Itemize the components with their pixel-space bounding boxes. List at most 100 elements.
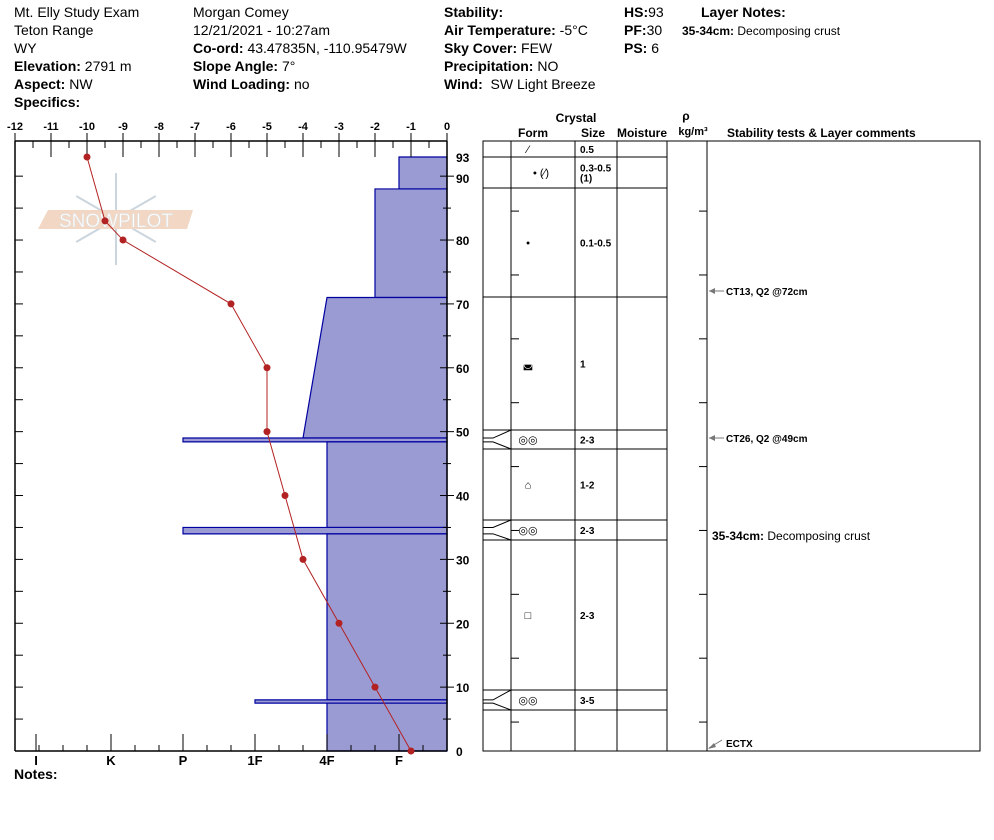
temperature-point bbox=[407, 747, 415, 755]
specifics: Specifics: bbox=[14, 94, 81, 110]
crystal-size: 0.5 bbox=[580, 145, 594, 156]
layer-connector bbox=[483, 519, 512, 528]
header-crystal: Crystal bbox=[556, 111, 597, 125]
pf: PF:30 bbox=[624, 22, 663, 38]
depth-tick-label: 70 bbox=[456, 298, 470, 312]
hardness-layer-1 bbox=[374, 188, 448, 299]
temperature-point bbox=[227, 300, 235, 308]
temp-tick-label: -12 bbox=[7, 121, 23, 133]
layer-connector bbox=[483, 441, 512, 450]
depth-tick-label: 90 bbox=[456, 172, 470, 186]
temperature-point bbox=[83, 153, 91, 161]
header-size: Size bbox=[581, 126, 605, 140]
crystal-size: 1-2 bbox=[580, 481, 595, 492]
hardness-tick-label: I bbox=[34, 753, 38, 768]
header-col1: Mt. Elly Study Exam Teton Range WY Eleva… bbox=[14, 3, 139, 111]
temp-tick-label: 0 bbox=[444, 121, 450, 133]
crystal-size: 2-3 bbox=[580, 436, 595, 447]
temperature-point bbox=[119, 236, 127, 244]
temperature-point bbox=[263, 428, 271, 436]
temperature-point bbox=[299, 555, 307, 563]
hardness-layer-0 bbox=[398, 156, 448, 190]
depth-tick-label: 50 bbox=[456, 426, 470, 440]
header-col2: Morgan Comey 12/21/2021 - 10:27am Co-ord… bbox=[193, 3, 407, 93]
slope-angle: Slope Angle: 7° bbox=[193, 58, 296, 74]
temp-tick-label: -6 bbox=[226, 121, 236, 133]
melt-freeze-icon: ◎◎ bbox=[518, 695, 537, 707]
layer-comment: 35-34cm: Decomposing crust bbox=[712, 529, 871, 543]
hardness-tick-label: 1F bbox=[247, 753, 262, 768]
state-name: WY bbox=[14, 40, 37, 56]
header-rho: ρ bbox=[682, 109, 689, 123]
depth-tick-label: 80 bbox=[456, 234, 470, 248]
melt-freeze-icon: ◎◎ bbox=[518, 435, 537, 447]
observer: Morgan Comey bbox=[193, 4, 289, 20]
stability: Stability: bbox=[444, 4, 504, 20]
arrow-head bbox=[708, 743, 716, 749]
temperature-point bbox=[335, 619, 343, 627]
crystal-size: 0.3-0.5 bbox=[580, 164, 612, 175]
datetime: 12/21/2021 - 10:27am bbox=[193, 22, 330, 38]
layer-connector bbox=[483, 533, 512, 541]
precipitation: Precipitation: NO bbox=[444, 58, 559, 74]
faceted-rounded-icon: ◛ bbox=[523, 359, 534, 371]
ps: PS: 6 bbox=[624, 40, 660, 56]
hs: HS:93 bbox=[624, 4, 664, 20]
rounded-grains-icon: • (⁄) bbox=[533, 168, 549, 180]
hardness-layer-4 bbox=[326, 441, 448, 529]
air-temperature: Air Temperature: -5°C bbox=[444, 22, 588, 38]
layer-connector bbox=[483, 429, 512, 439]
header-density: kg/m³ bbox=[678, 126, 708, 138]
temp-tick-label: -10 bbox=[79, 121, 95, 133]
decomposing-fragments-icon: ⁄ bbox=[524, 144, 531, 156]
hardness-layer-5 bbox=[182, 526, 448, 535]
temp-tick-label: -4 bbox=[298, 121, 309, 133]
stability-test-result: CT26, Q2 @49cm bbox=[726, 434, 808, 445]
faceted-crystal-icon: □ bbox=[525, 610, 532, 622]
notes: Notes: bbox=[14, 766, 58, 782]
temp-tick-label: -1 bbox=[406, 121, 416, 133]
depth-tick-label: 93 bbox=[456, 151, 470, 165]
temperature-point bbox=[281, 492, 289, 500]
temp-tick-label: -7 bbox=[190, 121, 200, 133]
header-moisture: Moisture bbox=[617, 126, 667, 140]
temperature-point bbox=[263, 364, 271, 372]
hardness-tick-label: P bbox=[179, 753, 188, 768]
crystal-size: 2-3 bbox=[580, 611, 595, 622]
layer-notes-title: Layer Notes: bbox=[701, 4, 786, 20]
arrow-head bbox=[709, 288, 715, 294]
header-col3: Stability: Air Temperature: -5°C Sky Cov… bbox=[444, 3, 596, 93]
hardness-tick-label: F bbox=[395, 753, 403, 768]
hardness-layer-8 bbox=[326, 702, 448, 752]
layer-table bbox=[482, 140, 981, 752]
depth-tick-label: 20 bbox=[456, 617, 470, 631]
layer-connector bbox=[483, 702, 512, 711]
sky-cover: Sky Cover: FEW bbox=[444, 40, 553, 56]
study-name: Mt. Elly Study Exam bbox=[14, 4, 140, 20]
depth-tick-label: 40 bbox=[456, 490, 470, 504]
hardness-tick-label: 4F bbox=[319, 753, 334, 768]
hardness-layer-6 bbox=[326, 533, 448, 701]
temp-tick-label: -11 bbox=[43, 121, 58, 133]
header-form: Form bbox=[518, 126, 548, 140]
header-comments: Stability tests & Layer comments bbox=[727, 126, 916, 140]
temp-tick-label: -5 bbox=[262, 121, 272, 133]
temp-tick-label: -2 bbox=[370, 121, 380, 133]
depth-tick-label: 0 bbox=[456, 745, 463, 759]
crystal-size: 2-3 bbox=[580, 526, 595, 537]
depth-tick-label: 60 bbox=[456, 362, 470, 376]
depth-tick-label: 30 bbox=[456, 553, 470, 567]
stability-test-result: ECTX bbox=[726, 739, 753, 750]
temperature-point bbox=[371, 683, 379, 691]
range-name: Teton Range bbox=[14, 22, 94, 38]
temp-tick-label: -3 bbox=[334, 121, 344, 133]
aspect: Aspect: NW bbox=[14, 76, 93, 92]
wind: Wind: SW Light Breeze bbox=[444, 76, 596, 92]
snowpilot-logo: SNOWPILOT bbox=[38, 173, 193, 265]
crystal-size: 0.1-0.5 bbox=[580, 239, 612, 250]
rounded-grains-icon: • bbox=[526, 238, 530, 250]
temp-tick-label: -9 bbox=[118, 121, 128, 133]
crystal-size-secondary: (1) bbox=[580, 174, 592, 185]
crystal-size: 3-5 bbox=[580, 696, 595, 707]
